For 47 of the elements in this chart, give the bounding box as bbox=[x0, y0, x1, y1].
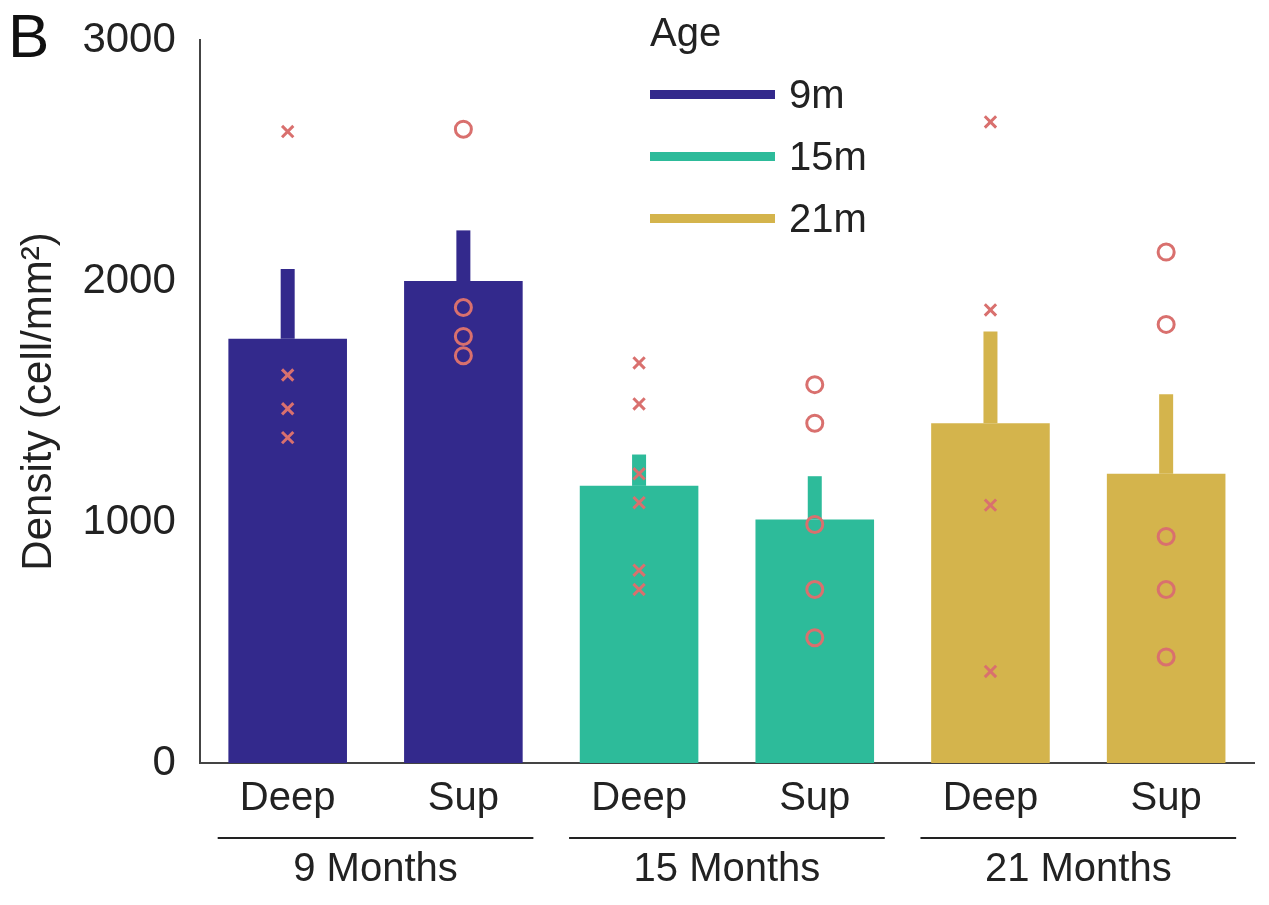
legend-label: 21m bbox=[789, 195, 867, 241]
x-tick-label: Sup bbox=[1130, 774, 1202, 819]
point bbox=[983, 302, 998, 318]
y-tick-label: 2000 bbox=[82, 254, 176, 302]
point bbox=[280, 367, 295, 383]
x-tick-label: Deep bbox=[942, 774, 1039, 819]
text: 9 Months bbox=[293, 845, 458, 890]
point bbox=[280, 430, 295, 445]
point bbox=[1156, 314, 1176, 334]
point bbox=[805, 579, 825, 599]
y-tick-label: 0 bbox=[152, 736, 176, 784]
text: 21 Months bbox=[984, 845, 1172, 890]
x-tick-label: Sup bbox=[427, 774, 499, 819]
point bbox=[1156, 647, 1176, 667]
point bbox=[280, 401, 295, 416]
point bbox=[453, 346, 473, 366]
x-tick-label: Deep bbox=[239, 774, 336, 819]
legend-label: 9m bbox=[789, 71, 845, 117]
point bbox=[631, 495, 647, 510]
point bbox=[805, 375, 825, 395]
point bbox=[453, 298, 473, 318]
point bbox=[805, 628, 825, 648]
point bbox=[453, 326, 473, 346]
point bbox=[983, 497, 998, 513]
y-axis-title: Density (cell/mm²) bbox=[12, 232, 60, 571]
point bbox=[631, 466, 647, 481]
point bbox=[453, 119, 473, 139]
legend-title: Age bbox=[650, 10, 723, 55]
point bbox=[983, 114, 998, 130]
point bbox=[1156, 579, 1176, 599]
legend-label: 15m bbox=[789, 133, 867, 179]
point bbox=[1156, 242, 1176, 262]
x-tick-label: Sup bbox=[779, 774, 851, 819]
point bbox=[280, 124, 295, 139]
point bbox=[631, 563, 647, 578]
point bbox=[805, 413, 825, 433]
x-tick-label: Deep bbox=[591, 774, 687, 819]
point bbox=[805, 514, 825, 534]
point bbox=[631, 396, 647, 412]
point bbox=[631, 582, 647, 597]
point bbox=[631, 355, 647, 371]
y-tick-label: 1000 bbox=[82, 495, 176, 543]
text: 15 Months bbox=[633, 845, 821, 890]
point bbox=[1156, 526, 1176, 546]
point bbox=[983, 664, 998, 679]
chart-title: B bbox=[8, 0, 50, 71]
y-tick-label: 3000 bbox=[82, 13, 176, 61]
